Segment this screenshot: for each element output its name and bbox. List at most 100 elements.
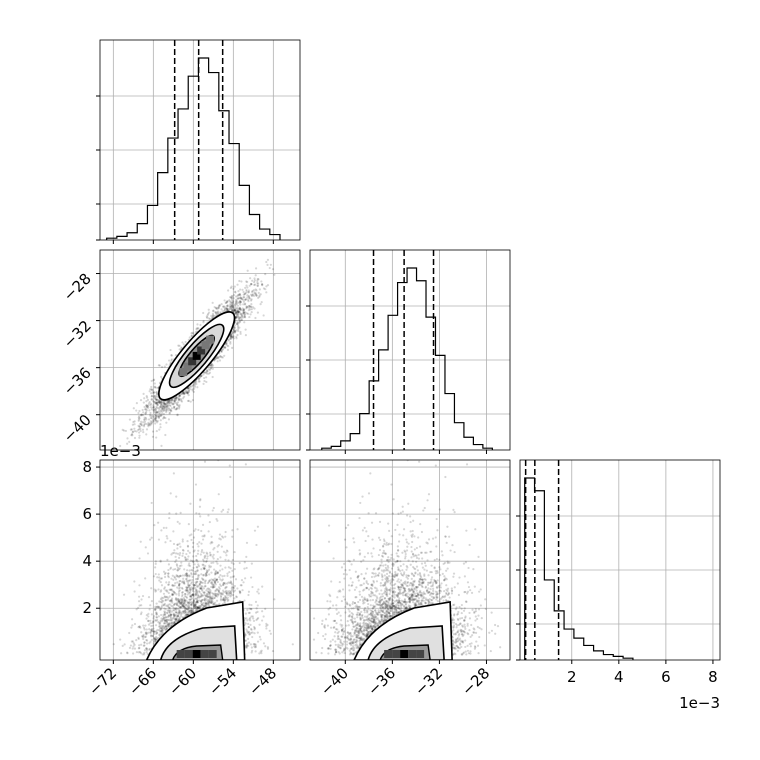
scatter-point	[245, 312, 249, 315]
scatter-point	[211, 301, 214, 304]
scatter-point	[231, 309, 234, 312]
scatter-point	[207, 311, 211, 314]
scatter-point	[133, 427, 136, 430]
scatter-point	[213, 359, 216, 362]
scatter-point	[155, 398, 159, 401]
scatter-point	[237, 297, 241, 300]
scatter-point	[196, 327, 199, 330]
scatter-point	[241, 313, 244, 316]
scatter-point	[223, 346, 227, 349]
scatter-point	[247, 294, 250, 298]
scatter-point	[219, 350, 223, 353]
scatter-point	[138, 409, 141, 413]
scatter-point	[152, 409, 155, 412]
scatter-point	[239, 308, 243, 311]
scatter-point	[209, 554, 212, 557]
scatter-point	[162, 405, 165, 408]
scatter-point	[236, 324, 240, 327]
scatter-point	[176, 406, 179, 410]
scatter-point	[182, 390, 185, 393]
scatter-point	[223, 305, 226, 308]
scatter-point	[197, 606, 200, 609]
scatter-point	[164, 433, 167, 437]
scatter-point	[248, 284, 251, 287]
scatter-point	[241, 316, 244, 319]
scatter-point	[171, 402, 174, 406]
scatter-point	[159, 401, 163, 404]
scatter-point	[217, 355, 220, 359]
scatter-point	[208, 317, 212, 321]
scatter-point	[138, 428, 141, 431]
scatter-point	[240, 297, 243, 300]
scatter-point	[242, 296, 245, 299]
scatter-point	[143, 420, 147, 423]
scatter-point	[164, 416, 167, 420]
scatter-point	[249, 299, 253, 302]
scatter-point	[209, 581, 213, 585]
scatter-point	[175, 618, 178, 621]
scatter-point	[213, 305, 216, 309]
scatter-point	[235, 307, 238, 310]
scatter-point	[253, 291, 256, 294]
scatter-point	[174, 354, 178, 357]
scatter-point	[244, 333, 247, 337]
scatter-point	[149, 413, 152, 417]
scatter-point	[157, 412, 160, 415]
scatter-point	[253, 279, 256, 282]
scatter-point	[161, 410, 164, 413]
scatter-point	[130, 428, 133, 431]
scatter-point	[145, 404, 148, 407]
scatter-point	[233, 309, 237, 313]
scatter-point	[239, 308, 242, 311]
scatter-point	[159, 423, 162, 426]
scatter-point	[170, 399, 173, 402]
scatter-point	[211, 314, 215, 317]
scatter-point	[243, 303, 247, 306]
scatter-point	[163, 407, 166, 410]
density-cell	[206, 335, 215, 344]
scatter-point	[153, 418, 156, 421]
scatter-point	[158, 415, 161, 418]
scatter-point	[184, 573, 187, 576]
scatter-point	[251, 293, 254, 297]
scatter-point	[158, 408, 161, 411]
scatter-point	[225, 342, 228, 345]
scatter-point	[159, 402, 163, 405]
scatter-point	[169, 399, 172, 402]
scatter-point	[178, 394, 182, 397]
scatter-point	[251, 290, 254, 294]
scatter-point	[161, 408, 164, 411]
scatter-point	[242, 312, 245, 315]
scatter-point	[254, 274, 257, 277]
scatter-point	[250, 608, 253, 611]
scatter-point	[244, 328, 247, 331]
scatter-point	[148, 422, 151, 425]
scatter-point	[264, 645, 267, 648]
scatter-point	[237, 318, 241, 321]
scatter-point	[135, 430, 138, 433]
scatter-point	[155, 391, 158, 394]
scatter-point	[214, 357, 217, 360]
scatter-point	[232, 335, 235, 338]
scatter-point	[236, 304, 240, 307]
scatter-point	[172, 403, 175, 406]
scatter-point	[149, 404, 152, 407]
scatter-point	[129, 428, 133, 431]
scatter-point	[178, 397, 181, 400]
scatter-point	[200, 594, 203, 598]
scatter-point	[166, 401, 169, 404]
scatter-point	[158, 400, 161, 403]
scatter-point	[181, 341, 184, 344]
scatter-point	[243, 315, 246, 318]
scatter-point	[190, 334, 193, 337]
scatter-point	[160, 402, 164, 405]
scatter-point	[231, 309, 235, 312]
scatter-point	[229, 342, 232, 345]
scatter-point	[245, 645, 248, 648]
scatter-point	[208, 371, 212, 374]
scatter-point	[157, 615, 160, 618]
scatter-point	[131, 647, 134, 650]
scatter-point	[139, 429, 142, 433]
scatter-point	[150, 398, 153, 401]
scatter-point	[250, 293, 253, 296]
